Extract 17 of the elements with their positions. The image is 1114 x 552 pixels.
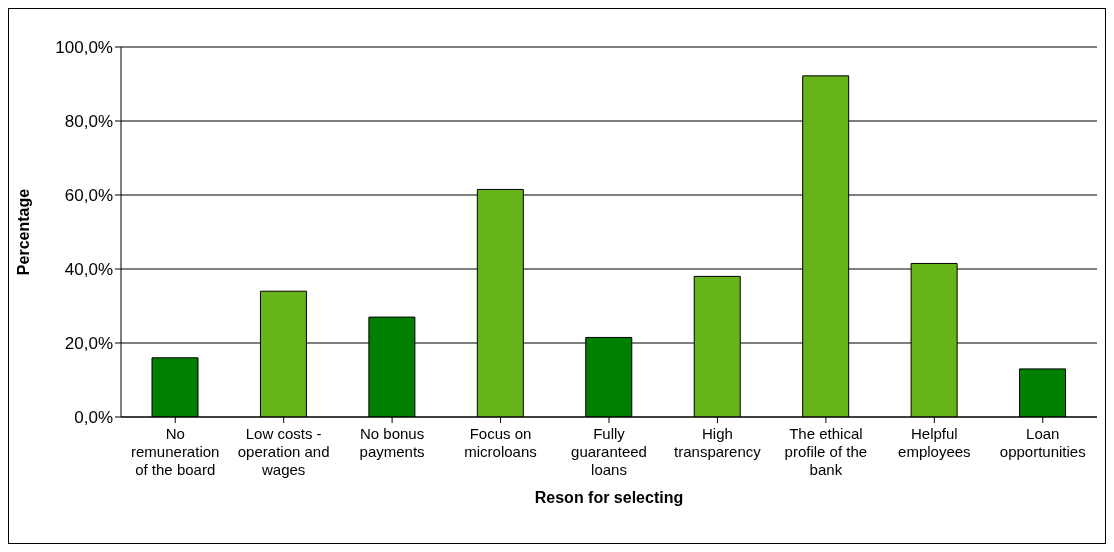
x-tick-label: Loan opportunities: [999, 425, 1086, 460]
x-tick-label: No bonus payments: [359, 425, 425, 460]
y-tick-label: 60,0%: [64, 186, 113, 206]
y-tick-label: 0,0%: [74, 408, 113, 428]
x-tick-label: The ethical profile of the bank: [784, 425, 868, 478]
y-tick-label: 40,0%: [64, 260, 113, 280]
x-tick-label: No remuneration of the board: [131, 425, 220, 478]
y-axis-title: Percentage: [14, 188, 32, 276]
x-tick-label: Helpful employees: [898, 425, 971, 460]
x-tick-label: High transparency: [674, 425, 762, 460]
y-tick-label: 80,0%: [64, 112, 113, 132]
x-axis-title: Reson for selecting: [534, 489, 684, 506]
x-tick-label: Fully guaranteed loans: [571, 425, 647, 478]
y-tick-label: 100,0%: [55, 38, 113, 58]
x-tick-label: Focus on microloans: [464, 425, 537, 460]
x-tick-label: Low costs - operation and wages: [237, 425, 330, 478]
y-tick-label: 20,0%: [64, 334, 113, 354]
